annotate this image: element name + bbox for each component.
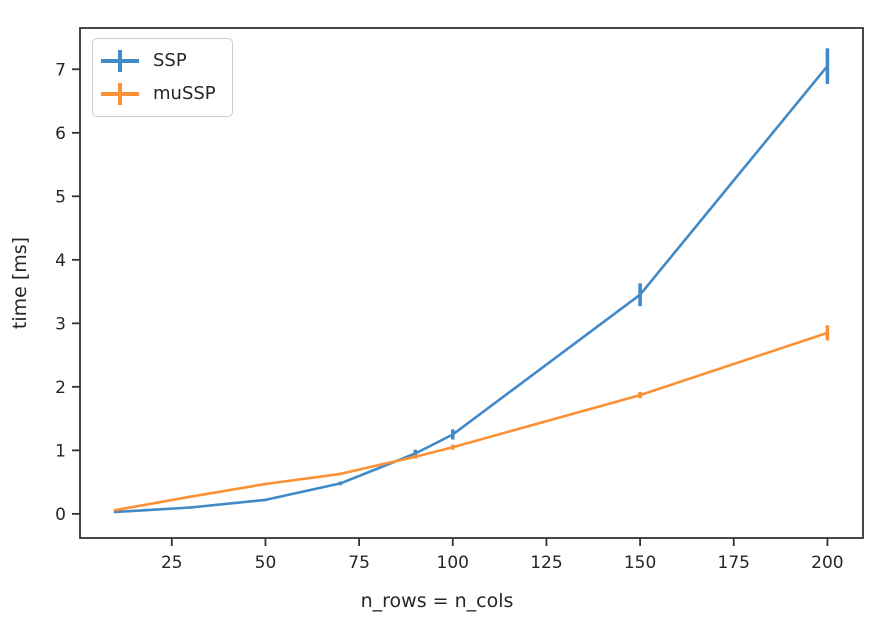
x-tick-label: 25	[161, 553, 183, 573]
legend-entry-ssp: SSP	[101, 49, 216, 73]
axes-spines	[79, 27, 864, 539]
series-ssp	[113, 48, 830, 514]
x-axis-ticks: 25 50 75 100 125 150 175 200	[161, 538, 844, 573]
series-line	[115, 331, 828, 512]
x-tick-label: 200	[811, 553, 843, 573]
x-axis-label: n_rows = n_cols	[360, 590, 514, 612]
series-mussp	[113, 325, 830, 512]
legend-entry-mussp: muSSP	[101, 82, 216, 106]
legend: SSP muSSP	[92, 38, 233, 117]
x-tick-label: 125	[530, 553, 562, 573]
y-axis-ticks: 0 1 2 3 4 5 6 7	[55, 60, 80, 525]
x-tick-label: 150	[624, 553, 656, 573]
y-tick-label: 3	[55, 314, 66, 334]
y-tick-label: 6	[55, 124, 66, 144]
x-tick-label: 50	[255, 553, 277, 573]
errorbar-marker-icon	[101, 82, 139, 106]
y-tick-label: 4	[55, 251, 66, 271]
errorbar-marker-icon	[101, 49, 139, 73]
y-tick-label: 1	[55, 441, 66, 461]
y-tick-label: 0	[55, 505, 66, 525]
legend-label-ssp: SSP	[153, 50, 187, 71]
y-tick-label: 2	[55, 378, 66, 398]
y-axis-label: time [ms]	[9, 236, 31, 330]
x-tick-label: 75	[348, 553, 370, 573]
y-tick-label: 7	[55, 60, 66, 80]
x-tick-label: 100	[437, 553, 469, 573]
series-line	[115, 65, 829, 514]
y-tick-label: 5	[55, 187, 66, 207]
legend-label-mussp: muSSP	[153, 83, 216, 104]
x-tick-label: 175	[718, 553, 750, 573]
